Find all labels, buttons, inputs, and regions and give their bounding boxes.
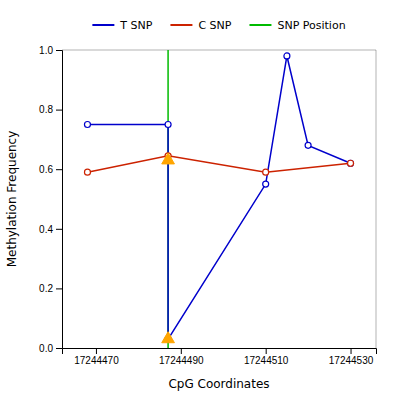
series-0 <box>84 53 353 342</box>
plot-area: 172444701724449017244510172445300.00.20.… <box>39 45 376 366</box>
x-axis-tick-label: 17244530 <box>329 355 374 366</box>
x-axis-tick: 17244510 <box>244 348 289 366</box>
x-axis-tick-label: 17244490 <box>159 355 204 366</box>
chart-container: 172444701724449017244510172445300.00.20.… <box>0 0 400 400</box>
y-axis-tick-label: 0.0 <box>39 343 53 354</box>
y-axis: 0.0 0.2 0.4 0.6 0.8 1.0 <box>39 45 62 354</box>
x-axis: 17244470 17244490 17244510 17244530 <box>63 348 377 366</box>
x-axis-tick: 17244490 <box>159 348 204 366</box>
point-marker <box>348 160 354 166</box>
y-axis-tick-mark <box>56 50 62 51</box>
x-axis-tick-mark <box>266 348 267 354</box>
triangle-marker <box>162 332 175 343</box>
chart-svg: 172444701724449017244510172445300.00.20.… <box>0 0 400 400</box>
point-marker <box>263 181 269 187</box>
series-line <box>87 56 350 339</box>
series-3 <box>162 153 175 343</box>
y-axis-tick: 0.4 <box>39 224 62 235</box>
y-axis-tick-label: 0.2 <box>39 283 53 294</box>
x-axis-tick-mark <box>96 348 97 354</box>
point-marker <box>84 122 90 128</box>
y-axis-tick-mark <box>56 348 62 349</box>
legend-label: SNP Position <box>277 19 345 32</box>
marks <box>84 50 353 348</box>
legend-item: T SNP <box>92 19 152 32</box>
x-axis-tick-mark <box>351 348 352 354</box>
x-axis-tick: 17244470 <box>74 348 119 366</box>
x-axis-tick-label: 17244510 <box>244 355 289 366</box>
point-marker <box>348 160 354 166</box>
series-line <box>87 156 350 172</box>
x-axis-domain <box>63 349 377 355</box>
legend-label: T SNP <box>119 19 152 32</box>
legend-item: C SNP <box>170 19 231 32</box>
y-axis-domain <box>56 51 63 349</box>
point-marker <box>84 169 90 175</box>
x-axis-tick-mark <box>181 348 182 354</box>
point-marker <box>165 122 171 128</box>
y-axis-tick: 0.2 <box>39 283 62 294</box>
point-marker <box>305 142 311 148</box>
legend-swatch <box>92 24 114 26</box>
y-axis-tick-label: 0.8 <box>39 104 53 115</box>
plot-frame <box>376 50 377 348</box>
point-marker <box>263 169 269 175</box>
y-axis-tick-mark <box>56 288 62 289</box>
y-axis-tick-mark <box>56 169 62 170</box>
y-axis-tick-label: 0.6 <box>39 164 53 175</box>
y-axis-title: Methylation Frequency <box>5 131 19 268</box>
y-axis-tick-mark <box>56 229 62 230</box>
y-axis-tick-mark <box>56 110 62 111</box>
x-axis-tick: 17244530 <box>329 348 374 366</box>
legend-label: C SNP <box>198 19 231 32</box>
x-axis-title: CpG Coordinates <box>168 377 269 391</box>
y-axis-tick: 0.0 <box>39 343 62 354</box>
y-axis-tick-label: 1.0 <box>39 45 53 56</box>
plot-frame <box>62 50 376 51</box>
legend-item: SNP Position <box>249 19 345 32</box>
series-1 <box>84 153 353 175</box>
y-axis-tick: 0.8 <box>39 104 62 115</box>
x-axis-tick-label: 17244470 <box>74 355 119 366</box>
legend: T SNP C SNP SNP Position <box>92 19 345 32</box>
triangle-marker <box>162 153 175 164</box>
y-axis-tick: 1.0 <box>39 45 62 56</box>
y-axis-tick: 0.6 <box>39 164 62 175</box>
legend-swatch <box>249 24 271 26</box>
point-marker <box>284 53 290 59</box>
legend-swatch <box>170 24 192 26</box>
y-axis-tick-label: 0.4 <box>39 224 53 235</box>
